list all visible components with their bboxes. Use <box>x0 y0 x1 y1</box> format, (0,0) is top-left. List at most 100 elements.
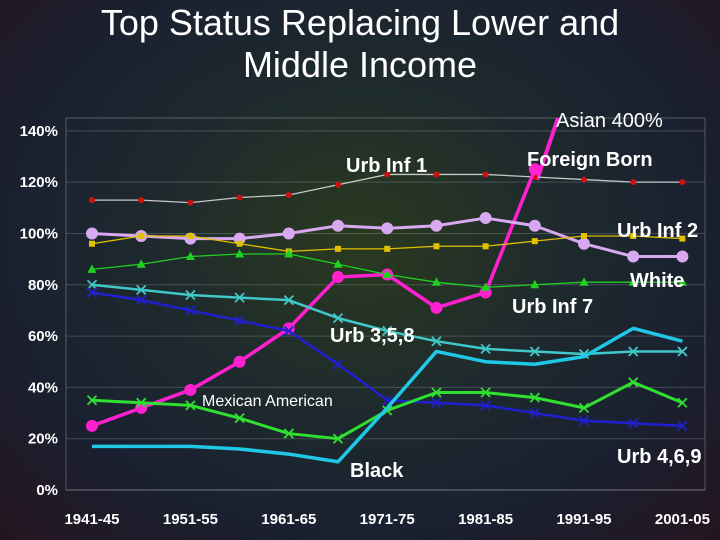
data-point <box>283 325 294 337</box>
data-point <box>628 418 639 429</box>
data-point <box>431 336 442 347</box>
series-foreign-born <box>86 163 541 432</box>
chart-series <box>86 163 689 464</box>
data-point <box>480 387 491 398</box>
x-mark-stroke <box>283 325 294 337</box>
y-tick-label: 100% <box>20 225 58 242</box>
annotation-white: White <box>630 270 684 292</box>
data-point <box>528 163 541 176</box>
x-mark-stroke <box>431 397 442 408</box>
x-tick-label: 1961-65 <box>261 511 316 528</box>
data-point <box>431 397 442 408</box>
x-mark-stroke <box>234 413 245 424</box>
data-point <box>335 245 341 252</box>
x-mark-stroke <box>628 346 639 357</box>
x-mark-stroke <box>86 395 98 406</box>
data-point <box>431 387 442 398</box>
data-point <box>433 171 440 178</box>
data-point <box>138 233 145 240</box>
x-mark-stroke <box>332 359 344 370</box>
annotation-urb-469: Urb 4,6,9 <box>617 446 701 468</box>
data-point <box>479 212 492 225</box>
data-point <box>676 250 689 263</box>
x-tick-label: 1941-45 <box>64 511 119 528</box>
data-point <box>630 179 637 186</box>
x-mark-stroke <box>480 400 491 411</box>
x-mark-stroke <box>136 295 147 306</box>
data-point <box>579 277 589 286</box>
data-point <box>87 264 97 273</box>
y-tick-label: 20% <box>28 431 58 448</box>
x-mark-stroke <box>677 397 688 408</box>
x-mark-stroke <box>332 433 344 444</box>
data-point <box>382 269 392 278</box>
data-point <box>187 233 194 240</box>
data-point <box>283 428 294 439</box>
title-line-2: Middle Income <box>242 44 478 85</box>
data-point <box>233 355 246 368</box>
data-point <box>282 227 295 240</box>
series-urb-inf-1 <box>89 171 686 206</box>
data-point <box>679 235 686 242</box>
x-tick-label: 1971-75 <box>360 511 415 528</box>
x-mark-stroke <box>628 377 639 388</box>
data-point <box>332 359 344 370</box>
data-point <box>677 277 687 286</box>
data-point <box>430 301 443 314</box>
data-point <box>236 240 243 247</box>
data-point <box>677 346 688 357</box>
x-mark-stroke <box>529 392 540 403</box>
data-point <box>332 433 344 444</box>
data-point <box>433 243 440 250</box>
data-point <box>677 397 688 408</box>
x-mark-stroke <box>234 315 245 326</box>
data-point <box>627 250 640 263</box>
data-point <box>332 219 344 232</box>
data-point <box>528 219 541 232</box>
data-point <box>234 413 245 424</box>
x-tick-label: 2001-05 <box>655 511 710 528</box>
data-point <box>677 420 688 431</box>
data-point <box>381 222 394 235</box>
series-urb-inf-2 <box>86 212 689 263</box>
data-point <box>530 279 540 289</box>
x-mark-stroke <box>136 284 147 296</box>
x-mark-stroke <box>529 346 540 357</box>
annotation-urb-inf-2: Urb Inf 2 <box>617 220 698 242</box>
data-point <box>332 312 344 324</box>
data-point <box>234 315 245 326</box>
y-tick-label: 80% <box>28 277 58 294</box>
data-point <box>333 259 343 268</box>
x-mark-stroke <box>86 287 98 298</box>
data-point <box>284 248 294 258</box>
data-point <box>628 346 639 357</box>
data-point <box>185 289 196 301</box>
annotation-foreign-born: Foreign Born <box>527 149 653 171</box>
data-point <box>89 197 95 204</box>
data-point <box>285 191 292 198</box>
annotation-mexican-american: Mexican American <box>202 393 333 410</box>
x-mark-stroke <box>185 289 196 301</box>
data-point <box>382 325 393 337</box>
data-point <box>630 233 637 240</box>
series-urb-inf-7 <box>87 248 687 291</box>
data-point <box>332 271 344 284</box>
y-tick-label: 40% <box>28 379 58 396</box>
data-point <box>578 415 590 426</box>
x-mark-stroke <box>382 325 393 337</box>
data-point <box>136 397 147 408</box>
data-point <box>581 233 587 240</box>
data-point <box>529 346 540 357</box>
data-point <box>480 400 491 411</box>
data-point <box>138 197 145 204</box>
x-tick-label: 1951-55 <box>163 511 218 528</box>
data-point <box>136 295 147 306</box>
x-mark-stroke <box>86 279 98 290</box>
data-point <box>679 179 686 186</box>
data-point <box>384 245 391 252</box>
x-mark-stroke <box>677 346 688 357</box>
plot-frame <box>65 117 706 491</box>
x-tick-label: 1991-95 <box>556 511 611 528</box>
x-mark-stroke <box>578 402 590 414</box>
data-point <box>136 259 146 268</box>
